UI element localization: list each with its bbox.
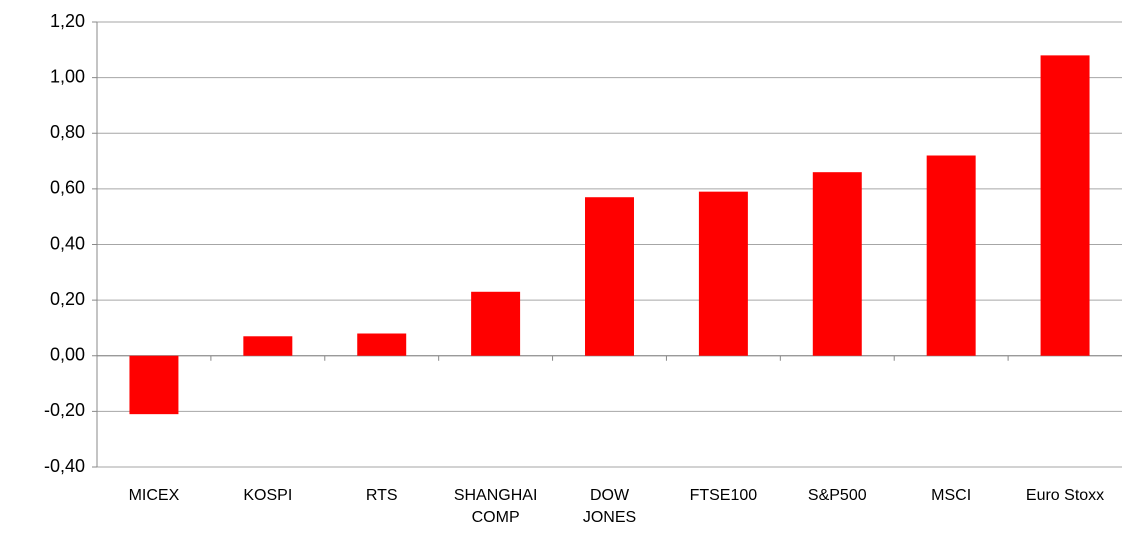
bar (243, 336, 293, 356)
bar (585, 197, 634, 356)
bar (926, 155, 976, 356)
y-tick-label: -0,40 (44, 456, 85, 476)
y-tick-label: 0,60 (50, 178, 85, 198)
x-tick-label: RTS (365, 487, 398, 504)
y-tick-label: 0,20 (50, 289, 85, 309)
y-tick-label: 0,40 (50, 233, 85, 253)
x-tick-label: SHANGHAI COMP (453, 487, 538, 526)
bar (357, 333, 407, 356)
x-tick-label: Euro Stoxx (1025, 487, 1105, 504)
x-tick-label: DOW JONES (582, 487, 637, 526)
y-tick-label: 0,80 (50, 122, 85, 142)
y-tick-label: 1,20 (50, 11, 85, 31)
bar (129, 355, 179, 415)
y-tick-label: 0,00 (50, 345, 85, 365)
x-tick-label: MSCI (931, 487, 972, 504)
bar (812, 172, 862, 356)
x-tick-label: S&P500 (807, 487, 867, 504)
bar (471, 291, 521, 356)
bar (1040, 55, 1090, 356)
x-tick-label: KOSPI (243, 487, 293, 504)
y-tick-label: 1,00 (50, 66, 85, 86)
bar (698, 191, 748, 356)
x-tick-label: FTSE100 (689, 487, 758, 504)
y-tick-label: -0,20 (44, 400, 85, 420)
x-tick-label: MICEX (128, 487, 180, 504)
